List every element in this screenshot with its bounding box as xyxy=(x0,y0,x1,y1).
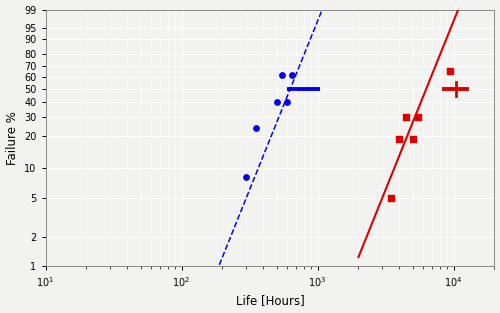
Point xyxy=(408,136,416,141)
Point xyxy=(242,175,250,180)
Point xyxy=(252,125,260,130)
Point xyxy=(272,99,280,104)
Point xyxy=(278,72,286,77)
Y-axis label: Failure %: Failure % xyxy=(6,111,18,165)
Point xyxy=(414,114,422,119)
Point xyxy=(284,99,292,104)
Point xyxy=(388,195,396,200)
Point xyxy=(402,114,410,119)
Point xyxy=(288,72,296,77)
Point xyxy=(396,136,404,141)
Point xyxy=(446,69,454,74)
X-axis label: Life [Hours]: Life [Hours] xyxy=(236,295,304,307)
